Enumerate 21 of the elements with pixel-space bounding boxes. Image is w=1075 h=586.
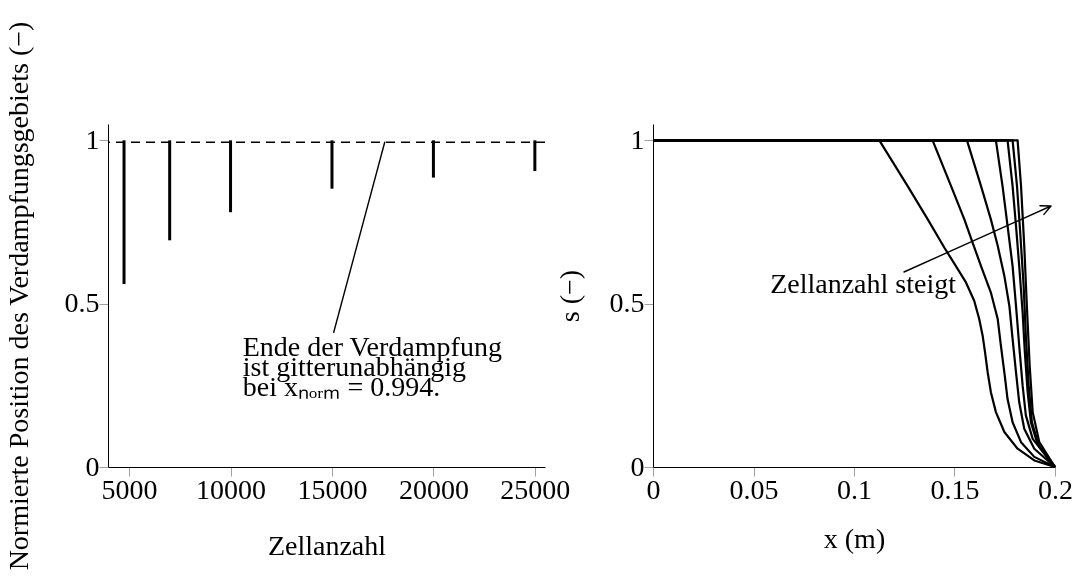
- x-tick-label: 15000: [297, 473, 368, 505]
- y-tick-label: 0.5: [64, 287, 100, 319]
- y-tick-label: 1: [630, 123, 645, 155]
- x-axis-title: x (m): [823, 522, 886, 554]
- y-tick-label: 0: [630, 450, 645, 482]
- y-tick-label: 0.5: [609, 287, 645, 319]
- annotation: Ende der Verdampfung ist gitterunabhängig bei xₙₒᵣₘ = 0.994.: [242, 331, 502, 403]
- annotation: Zellanzahl steigt: [770, 268, 957, 299]
- x-tick-label: 0.1: [837, 473, 872, 505]
- y-tick-label: 0: [85, 450, 100, 482]
- x-tick-label: 10000: [196, 473, 267, 505]
- y-axis-title: s (−): [553, 269, 585, 323]
- x-tick-label: 0.2: [1038, 473, 1073, 505]
- x-axis-title: Zellanzahl: [267, 529, 387, 561]
- x-tick-label: 0.05: [729, 473, 779, 505]
- y-axis-title: Normierte Position des Verdampfungsgebiets (−): [2, 21, 34, 571]
- x-tick-label: 0.15: [930, 473, 980, 505]
- x-tick-label: 25000: [500, 473, 571, 505]
- x-tick-label: 5000: [101, 473, 158, 505]
- y-tick-label: 1: [85, 123, 100, 155]
- x-tick-label: 20000: [398, 473, 469, 505]
